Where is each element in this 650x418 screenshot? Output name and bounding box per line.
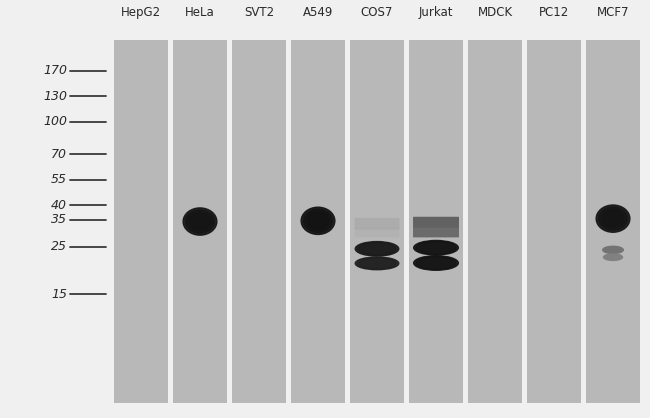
Text: 170: 170 [43, 64, 67, 77]
Text: MCF7: MCF7 [597, 6, 629, 19]
Text: SVT2: SVT2 [244, 6, 274, 19]
Text: COS7: COS7 [361, 6, 393, 19]
FancyBboxPatch shape [354, 218, 400, 229]
Bar [586, 40, 640, 403]
Ellipse shape [606, 247, 619, 252]
Ellipse shape [189, 213, 211, 230]
Ellipse shape [417, 257, 456, 269]
Text: MDCK: MDCK [478, 6, 513, 19]
Ellipse shape [355, 242, 399, 256]
Ellipse shape [599, 207, 627, 230]
Bar [526, 40, 581, 403]
Text: HeLa: HeLa [185, 6, 215, 19]
Bar [350, 40, 404, 403]
Text: 100: 100 [43, 115, 67, 128]
Ellipse shape [603, 254, 623, 260]
Text: PC12: PC12 [539, 6, 569, 19]
Text: 35: 35 [51, 213, 67, 226]
Text: 15: 15 [51, 288, 67, 301]
Text: HepG2: HepG2 [121, 6, 161, 19]
Text: 40: 40 [51, 199, 67, 212]
FancyBboxPatch shape [354, 227, 400, 237]
Ellipse shape [413, 240, 458, 255]
Bar [409, 40, 463, 403]
Ellipse shape [304, 209, 332, 232]
Ellipse shape [596, 205, 630, 232]
Bar [114, 40, 168, 403]
Ellipse shape [301, 207, 335, 234]
Ellipse shape [605, 255, 621, 260]
Ellipse shape [607, 255, 619, 259]
FancyBboxPatch shape [413, 227, 459, 237]
Bar [173, 40, 227, 403]
Bar [468, 40, 522, 403]
Ellipse shape [358, 258, 396, 269]
Ellipse shape [186, 210, 214, 233]
Text: 130: 130 [43, 89, 67, 102]
Bar [291, 40, 345, 403]
Text: 55: 55 [51, 173, 67, 186]
Ellipse shape [604, 247, 622, 253]
Ellipse shape [602, 210, 624, 227]
Text: A549: A549 [303, 6, 333, 19]
Ellipse shape [358, 242, 396, 255]
Ellipse shape [355, 257, 399, 270]
Ellipse shape [183, 208, 217, 235]
Text: 25: 25 [51, 240, 67, 253]
Ellipse shape [307, 212, 329, 229]
Ellipse shape [603, 246, 623, 254]
Ellipse shape [417, 241, 456, 254]
Ellipse shape [413, 256, 458, 270]
Text: Jurkat: Jurkat [419, 6, 453, 19]
Bar [232, 40, 286, 403]
Text: 70: 70 [51, 148, 67, 161]
FancyBboxPatch shape [413, 217, 459, 228]
